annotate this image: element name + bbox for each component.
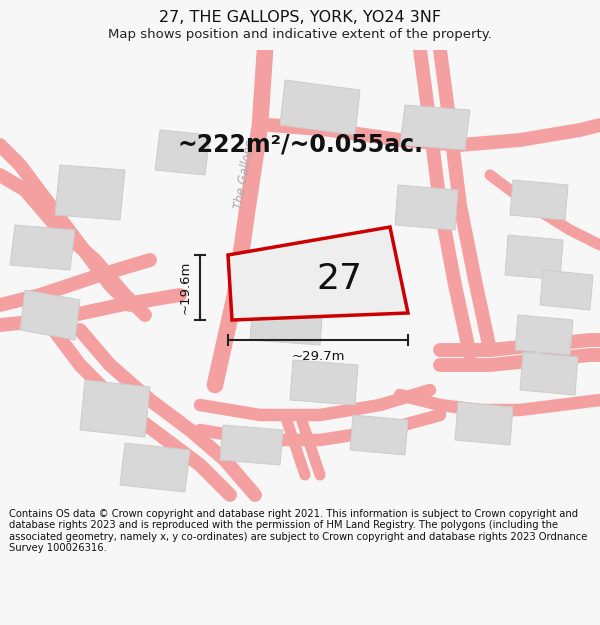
Text: 27: 27 (317, 262, 362, 296)
Text: ~222m²/~0.055ac.: ~222m²/~0.055ac. (177, 133, 423, 157)
Polygon shape (520, 352, 578, 395)
Text: ~29.7m: ~29.7m (291, 350, 345, 363)
Text: ~19.6m: ~19.6m (179, 261, 192, 314)
Text: Map shows position and indicative extent of the property.: Map shows position and indicative extent… (108, 28, 492, 41)
Polygon shape (220, 425, 283, 465)
Polygon shape (55, 165, 125, 220)
Polygon shape (515, 315, 573, 355)
Polygon shape (120, 443, 190, 492)
Polygon shape (280, 80, 360, 135)
Polygon shape (20, 290, 80, 340)
Polygon shape (540, 270, 593, 310)
Polygon shape (80, 380, 150, 437)
Polygon shape (290, 360, 358, 405)
Polygon shape (395, 185, 458, 230)
Polygon shape (228, 227, 408, 320)
Text: Contains OS data © Crown copyright and database right 2021. This information is : Contains OS data © Crown copyright and d… (9, 509, 587, 553)
Polygon shape (510, 180, 568, 220)
Text: 27, THE GALLOPS, YORK, YO24 3NF: 27, THE GALLOPS, YORK, YO24 3NF (159, 10, 441, 25)
Polygon shape (10, 225, 75, 270)
Polygon shape (350, 415, 408, 455)
Polygon shape (455, 402, 513, 445)
Polygon shape (400, 105, 470, 150)
Polygon shape (505, 235, 563, 280)
Polygon shape (250, 300, 323, 345)
Text: The Gallops: The Gallops (233, 140, 257, 210)
Polygon shape (155, 130, 210, 175)
